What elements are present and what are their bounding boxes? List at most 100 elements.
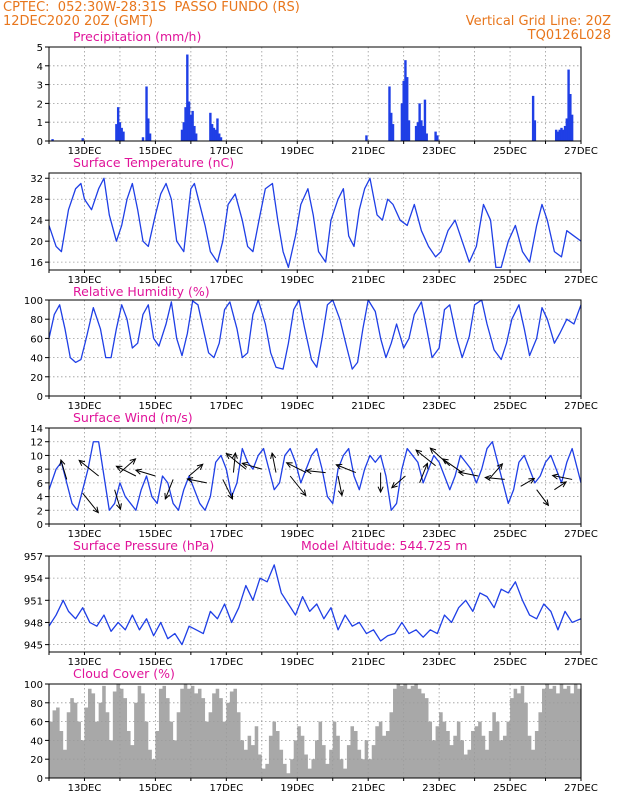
wind-vector-head [496,462,504,470]
temp-xtick-label: 23DEC [422,275,456,286]
precip-bar [212,127,216,141]
precip-bar [365,135,368,141]
precip-ytick-label: 5 [37,43,43,54]
temp-xtick-label: 19DEC [280,275,314,286]
precip-bar [141,137,145,141]
wind-ytick-label: 14 [30,424,43,435]
temp-xtick-label: 25DEC [493,275,527,286]
wind-vector-head [92,506,100,514]
wind-vector-head [457,470,465,477]
precip-bar [402,80,405,141]
pressure-series-line [48,564,582,646]
pressure-xtick-label: 17DEC [209,657,243,668]
rh-ytick-label: 100 [24,296,43,307]
rh-xtick-label: 17DEC [209,401,243,412]
header-grid-line: Vertical Grid Line: 20Z [465,14,611,29]
wind-panel [45,427,582,527]
precip-bar [562,129,565,141]
wind-xtick-label: 27DEC [564,529,598,540]
precip-bar [186,54,189,141]
wind-vector [187,478,207,484]
temp-xtick-label: 15DEC [139,275,173,286]
wind-vector-head [337,489,344,497]
wind-vector [391,475,406,489]
rh-frame [48,299,582,397]
header-datetime: 12DEC2020 20Z (GMT) [3,14,154,29]
cloud-xtick-label: 25DEC [493,783,527,794]
cloud-ytick-label: 20 [30,755,43,766]
wind-ytick-label: 10 [30,451,43,462]
precip-bar [184,107,187,141]
wind-vector [286,462,307,474]
wind-vector [116,465,137,477]
wind-vector [271,452,277,473]
wind-vector [60,459,68,480]
wind-vector [554,481,567,491]
header-model-code: TQ0126L028 [527,28,611,43]
cloud-title: Cloud Cover (%) [73,666,175,681]
wind-vector-head [390,482,398,489]
precip-bar [406,77,409,141]
wind-vector-head [300,489,307,497]
cloud-ytick-label: 60 [30,718,43,729]
precip-bar [569,94,572,141]
wind-ytick-label: 4 [37,493,43,504]
temp-xtick-label: 27DEC [564,275,598,286]
wind-vector [552,475,573,480]
precip-bar [145,86,148,141]
precip-bar [219,137,223,141]
precip-bar [388,86,391,141]
cloud-ytick-label: 0 [37,774,43,785]
temp-panel [45,172,582,273]
wind-vector [232,453,236,473]
wind-vector [536,489,549,506]
pressure-xtick-label: 13DEC [68,657,102,668]
precip-bar [560,127,563,141]
wind-vector [488,463,503,480]
temp-title: Surface Temperature (nC) [73,155,234,170]
wind-vector [415,449,436,467]
wind-vector [226,453,247,470]
precip-bar [421,125,425,141]
precip-bar [420,120,423,141]
wind-vector-head [225,452,233,460]
temp-ytick-label: 16 [30,258,43,269]
precip-ytick-label: 0 [37,137,43,148]
wind-vector [242,462,262,470]
wind-vector [188,463,204,477]
temp-ytick-label: 20 [30,237,43,248]
wind-vector [458,471,479,477]
wind-vector [289,475,307,496]
pressure-xtick-label: 19DEC [280,657,314,668]
wind-vector-head [377,486,384,494]
pressure-ytick-label: 954 [24,574,43,585]
precip-bar [558,129,561,141]
precip-bar [407,120,411,141]
wind-vector [119,458,136,473]
wind-vector [164,479,174,500]
wind-vector-head [241,461,249,468]
precip-bar [214,129,217,141]
precip-bar [416,122,420,141]
wind-series-line [48,441,582,511]
wind-xtick-label: 21DEC [351,529,385,540]
wind-vector-head [129,458,137,465]
precip-bar [187,101,191,141]
pressure-ytick-label: 948 [24,618,43,629]
precip-ytick-label: 2 [37,99,43,110]
precip-bar [180,129,184,141]
wind-vector-head [231,451,238,459]
rh-xtick-label: 15DEC [139,401,173,412]
precip-bar [567,69,570,141]
temp-ytick-label: 32 [30,174,43,185]
precip-bar [218,133,221,141]
wind-ytick-label: 12 [30,438,43,449]
precip-bar [216,118,219,141]
precip-bar [81,138,84,141]
precip-bar [533,120,537,141]
rh-ytick-label: 60 [30,334,43,345]
rh-ytick-label: 40 [30,354,43,365]
precip-ytick-label: 3 [37,81,43,92]
rh-xtick-label: 23DEC [422,401,456,412]
